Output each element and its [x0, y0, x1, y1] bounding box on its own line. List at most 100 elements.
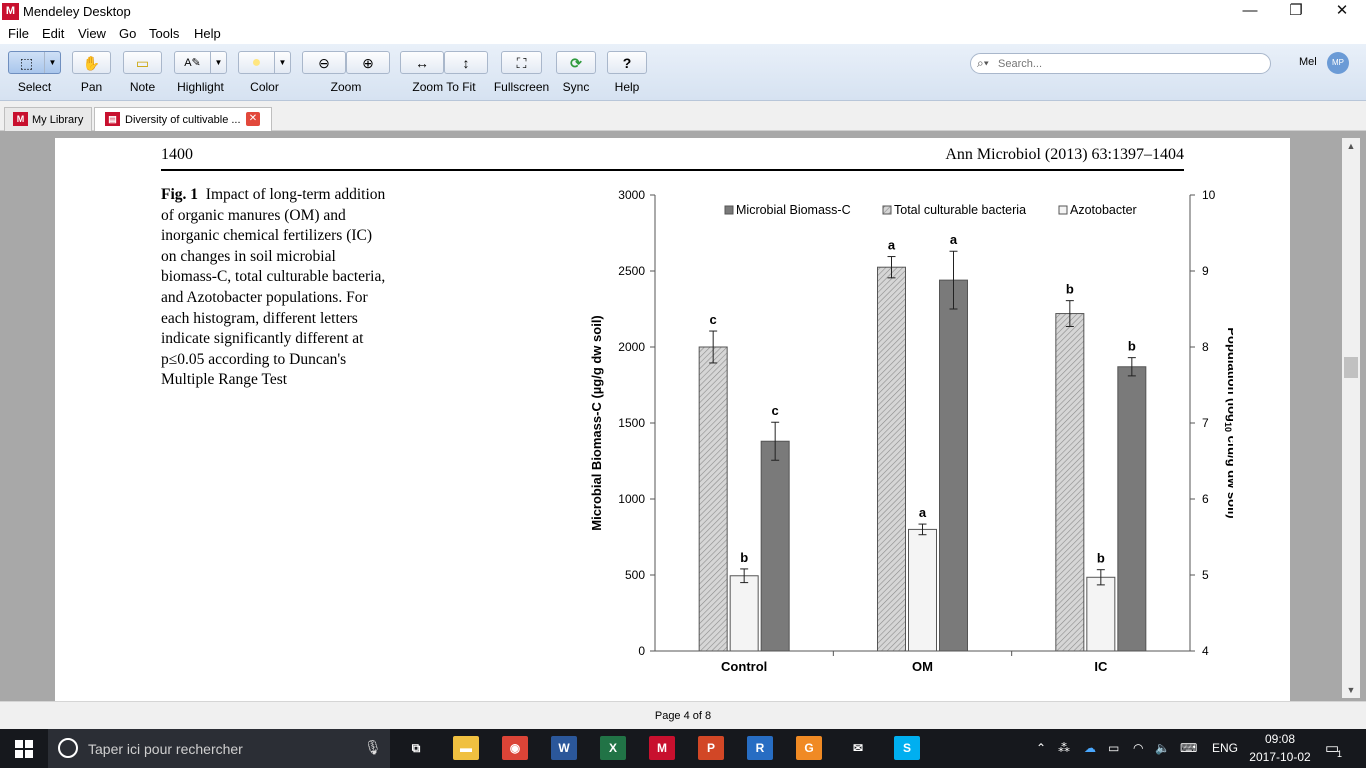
task-view-icon[interactable]: ⧉ — [403, 736, 429, 760]
menu-help[interactable]: Help — [194, 26, 221, 41]
highlight-pen-icon: A✎ — [184, 57, 201, 69]
search-icon: ⌕▾ — [977, 56, 989, 70]
chevron-up-icon[interactable]: ⌃ — [1036, 741, 1047, 755]
mendeley-icon[interactable]: M — [649, 736, 675, 760]
windows-start-icon[interactable] — [15, 740, 33, 758]
y-left-tick-label: 1000 — [618, 492, 645, 506]
note-label: Note — [129, 80, 156, 94]
page-indicator: Page 4 of 8 — [654, 710, 712, 722]
notification-count: 1 — [1337, 749, 1343, 759]
highlight-button[interactable]: A✎ ▼ — [174, 51, 227, 74]
onedrive-icon[interactable]: ☁ — [1084, 741, 1096, 755]
taskbar-search[interactable]: Taper ici pour rechercher 🎙 — [48, 729, 390, 768]
battery-icon[interactable]: ▭ — [1108, 741, 1120, 755]
search-box[interactable]: ⌕▾ — [970, 53, 1271, 74]
fit-width-button[interactable]: ↔ — [400, 51, 444, 74]
mendeley-logo-icon: M — [13, 112, 28, 126]
menu-bar: File Edit View Go Tools Help — [0, 24, 1366, 44]
select-button[interactable]: ⬚ ▼ — [8, 51, 61, 74]
clock-time[interactable]: 09:08 — [1264, 732, 1296, 746]
network-devices-icon[interactable]: ⁂ — [1058, 741, 1070, 755]
bar-chart: 0 500 1000 1500 2000 2500 3000 4 5 6 7 8 9 10 Microbia… — [589, 188, 1233, 674]
search-input[interactable] — [998, 56, 1258, 71]
sticky-note-icon: ▭ — [135, 55, 150, 71]
fit-height-button[interactable]: ↕ — [444, 51, 488, 74]
fullscreen-icon: ⛶ — [516, 55, 527, 71]
chevron-down-icon[interactable]: ▼ — [210, 52, 226, 73]
language-indicator[interactable]: ENG — [1212, 741, 1239, 755]
significance-letter: c — [772, 403, 779, 418]
header-rule — [161, 169, 1184, 171]
zoom-out-button[interactable]: ⊖ — [302, 51, 346, 74]
y-right-axis-title: Population (log10 cfu/g dw soil) — [1223, 327, 1233, 518]
chevron-down-icon[interactable]: ▼ — [274, 52, 290, 73]
avatar[interactable]: MP — [1327, 52, 1349, 74]
pan-button[interactable]: ✋ — [72, 51, 111, 74]
word-icon[interactable]: W — [551, 736, 577, 760]
scroll-thumb[interactable] — [1344, 357, 1358, 378]
y-right-tick-label: 4 — [1202, 644, 1209, 658]
y-right-tick-label: 9 — [1202, 264, 1209, 278]
y-left-tick-label: 1500 — [618, 416, 645, 430]
user-name[interactable]: Mel — [1299, 56, 1317, 68]
powerpoint-icon[interactable]: P — [698, 736, 724, 760]
journal-reference: Ann Microbiol (2013) 63:1397–1404 — [945, 146, 1184, 163]
figure-label: Fig. 1 — [161, 186, 199, 203]
significance-letter: b — [1066, 282, 1074, 297]
bar — [1086, 576, 1116, 652]
fullscreen-button[interactable]: ⛶ — [501, 51, 542, 74]
menu-edit[interactable]: Edit — [42, 26, 65, 41]
zoom-in-button[interactable]: ⊕ — [346, 51, 390, 74]
vertical-scrollbar[interactable]: ▲ ▼ — [1342, 138, 1360, 698]
legend-swatch — [724, 205, 734, 215]
excel-icon[interactable]: X — [600, 736, 626, 760]
close-icon[interactable]: ✕ — [246, 112, 260, 126]
x-tick-label: Control — [721, 659, 767, 674]
notification-icon[interactable]: ▭ — [1325, 740, 1340, 757]
foxit-icon[interactable]: G — [796, 736, 822, 760]
file-explorer-icon[interactable]: ▬ — [453, 736, 479, 760]
menu-go[interactable]: Go — [119, 26, 137, 41]
bar — [698, 346, 728, 652]
bar — [729, 575, 759, 652]
significance-letter: c — [710, 312, 717, 327]
y-left-tick-label: 3000 — [618, 188, 645, 202]
tab-my-library[interactable]: M My Library — [4, 107, 92, 131]
menu-tools[interactable]: Tools — [149, 26, 180, 41]
minimize-button[interactable]: — — [1242, 2, 1258, 19]
toolbar: ⬚ ▼ Select ✋ Pan ▭ Note A✎ ▼ Highlight ●… — [0, 44, 1366, 101]
scroll-down-icon[interactable]: ▼ — [1346, 685, 1356, 695]
tab-label: My Library — [32, 114, 84, 126]
figure-caption: Fig. 1 Impact of long-term addition of o… — [161, 185, 391, 391]
figure-caption-text: Impact of long-term addition of organic … — [161, 186, 386, 389]
skype-icon[interactable]: S — [894, 736, 920, 760]
note-button[interactable]: ▭ — [123, 51, 162, 74]
x-tick-label: OM — [912, 659, 933, 674]
mail-icon[interactable]: ✉ — [845, 736, 871, 760]
volume-icon[interactable]: 🔈 — [1155, 741, 1170, 755]
help-label: Help — [614, 80, 640, 94]
restore-button[interactable]: ❐ — [1289, 2, 1303, 19]
chrome-icon[interactable]: ◉ — [502, 736, 528, 760]
tab-bar: M My Library ▤ Diversity of cultivable .… — [0, 101, 1366, 131]
microphone-icon[interactable]: 🎙 — [364, 739, 382, 755]
pdf-viewer[interactable]: 1400 Ann Microbiol (2013) 63:1397–1404 F… — [0, 131, 1366, 701]
keyboard-icon[interactable]: ⌨ — [1180, 741, 1198, 755]
help-button[interactable]: ? — [607, 51, 647, 74]
chevron-down-icon[interactable]: ▼ — [44, 52, 60, 73]
scroll-up-icon[interactable]: ▲ — [1346, 141, 1356, 151]
y-right-tick-label: 6 — [1202, 492, 1209, 506]
color-button[interactable]: ● ▼ — [238, 51, 291, 74]
sync-button[interactable]: ⟳ — [556, 51, 596, 74]
color-swatch-icon: ● — [251, 54, 262, 71]
clock-date[interactable]: 2017-10-02 — [1249, 750, 1311, 764]
select-rect-icon: ⬚ — [19, 55, 34, 71]
menu-file[interactable]: File — [8, 26, 29, 41]
close-button[interactable]: ✕ — [1335, 2, 1349, 19]
y-left-tick-label: 2000 — [618, 340, 645, 354]
menu-view[interactable]: View — [78, 26, 106, 41]
tab-document[interactable]: ▤ Diversity of cultivable ... ✕ — [94, 107, 272, 131]
legend-label: Microbial Biomass-C — [736, 203, 851, 217]
r-icon[interactable]: R — [747, 736, 773, 760]
wifi-icon[interactable]: ◠ — [1133, 741, 1144, 755]
